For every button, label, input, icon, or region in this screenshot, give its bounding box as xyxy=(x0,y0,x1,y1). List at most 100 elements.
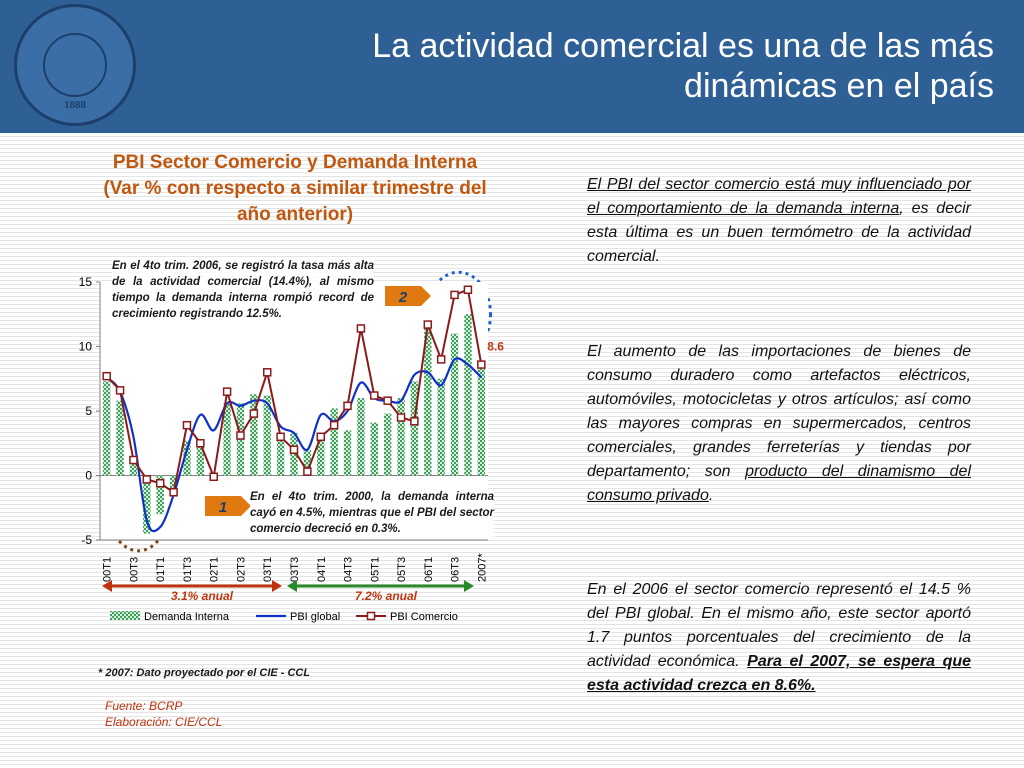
marker-pbi-comercio xyxy=(236,431,245,440)
line-pbi-global xyxy=(105,357,483,533)
bar-demanda-interna xyxy=(397,398,405,476)
marker-pbi-comercio xyxy=(343,401,352,411)
bar-demanda-interna xyxy=(250,394,258,476)
legend-label-demanda-interna: Demanda Interna xyxy=(144,611,230,623)
x-tick-label: 01T3 xyxy=(182,557,194,582)
paragraph-2-end: . xyxy=(708,487,714,504)
legend-swatch-demanda-interna xyxy=(110,611,140,620)
paragraph-2-main: El aumento de las importaciones de biene… xyxy=(587,343,971,480)
seal-year: 1888 xyxy=(64,99,86,111)
x-tick-label: 05T1 xyxy=(369,557,381,582)
chamber-seal-logo: 1888 xyxy=(14,4,136,126)
period-arrow-2 xyxy=(287,580,474,592)
x-tick-label: 03T3 xyxy=(289,557,301,582)
x-tick-label: 04T1 xyxy=(316,557,328,582)
paragraph-1-underlined: El PBI del sector comercio está muy infl… xyxy=(587,176,971,217)
marker-pbi-comercio xyxy=(316,432,326,442)
marker-pbi-comercio xyxy=(410,417,419,426)
badge-1: 1 xyxy=(205,496,251,516)
period-arrow-1 xyxy=(102,580,282,592)
legend-marker-pbi-comercio xyxy=(366,611,376,621)
paragraph-2: El aumento de las importaciones de biene… xyxy=(587,340,971,508)
bar-demanda-interna xyxy=(464,314,472,476)
marker-pbi-comercio xyxy=(209,472,218,482)
bar-demanda-interna xyxy=(276,434,285,476)
annotation-top: En el 4to trim. 2006, se registró la tas… xyxy=(112,258,374,322)
marker-pbi-comercio xyxy=(436,355,446,364)
bar-demanda-interna xyxy=(437,378,445,476)
marker-pbi-comercio xyxy=(450,290,459,300)
y-tick-label: -5 xyxy=(81,533,92,547)
chart-title-line2: (Var % con respecto a similar trimestre … xyxy=(103,178,487,199)
paragraph-1-rest: , es decir esta última es un buen termóm… xyxy=(587,200,971,265)
paragraph-1: El PBI del sector comercio está muy infl… xyxy=(587,173,971,269)
paragraph-3: En el 2006 el sector comercio representó… xyxy=(587,578,971,698)
bar-demanda-interna xyxy=(290,432,298,476)
marker-pbi-comercio xyxy=(129,455,138,465)
elaboration-line: Elaboración: CIE/CCL xyxy=(105,715,223,729)
bar-demanda-interna xyxy=(330,408,338,476)
header-bar: 1888 La actividad comercial es una de la… xyxy=(0,0,1024,133)
annotation-bottom: En el 4to trim. 2000, la demanda interna… xyxy=(250,489,494,537)
x-tick-label: 04T3 xyxy=(343,557,355,582)
y-tick-label: 10 xyxy=(79,340,93,354)
bar-demanda-interna xyxy=(370,422,378,476)
marker-pbi-comercio xyxy=(115,386,125,395)
x-tick-label: 02T3 xyxy=(235,557,247,582)
legend-label-pbi-comercio: PBI Comercio xyxy=(390,611,458,623)
bar-demanda-interna xyxy=(156,475,164,515)
x-tick-label: 03T1 xyxy=(262,557,274,582)
chart-title: PBI Sector Comercio y Demanda Interna (V… xyxy=(60,150,530,228)
marker-pbi-comercio xyxy=(289,445,299,454)
period-1-label: 3.1% anual xyxy=(171,589,234,603)
marker-pbi-comercio xyxy=(169,488,178,497)
bar-demanda-interna xyxy=(383,413,392,476)
paragraph-2-underlined: producto del dinamismo del consumo priva… xyxy=(587,463,971,504)
chart-title-line1: PBI Sector Comercio y Demanda Interna xyxy=(112,152,478,173)
page-title-line1: La actividad comercial es una de las más xyxy=(372,27,994,65)
marker-pbi-comercio xyxy=(249,409,259,418)
chart-footnote: * 2007: Dato proyectado por el CIE - CCL xyxy=(98,667,311,679)
y-tick-label: 5 xyxy=(85,404,92,418)
badge-number: 1 xyxy=(219,499,227,516)
bar-demanda-interna xyxy=(223,403,231,476)
bar-demanda-interna xyxy=(183,440,191,476)
x-tick-label: 00T3 xyxy=(128,557,140,582)
page-title-line2: dinámicas en el país xyxy=(684,67,994,105)
bar-demanda-interna xyxy=(410,381,419,476)
y-tick-label: 0 xyxy=(85,469,92,483)
paragraph-3-bold-underlined: Para el 2007, se espera que esta activid… xyxy=(587,653,972,694)
bar-demanda-interna xyxy=(317,435,325,476)
source-line: Fuente: BCRP xyxy=(105,699,183,713)
marker-pbi-comercio xyxy=(155,478,165,488)
bar-demanda-interna xyxy=(477,363,485,476)
x-tick-label: 06T3 xyxy=(450,557,462,582)
page-title: La actividad comercial es una de las más… xyxy=(194,26,994,106)
legend-label-pbi-global: PBI global xyxy=(290,611,340,623)
x-tick-label: 00T1 xyxy=(102,557,114,582)
x-tick-label: 01T1 xyxy=(155,557,167,582)
bar-demanda-interna xyxy=(343,430,352,476)
y-tick-label: 15 xyxy=(79,275,93,289)
x-tick-label: 05T3 xyxy=(396,557,408,582)
marker-pbi-comercio xyxy=(303,467,312,476)
badge-2: 2 xyxy=(385,286,431,306)
bar-demanda-interna xyxy=(424,325,432,476)
marker-pbi-comercio xyxy=(142,475,152,484)
bar-demanda-interna xyxy=(303,449,312,476)
bar-demanda-interna xyxy=(143,475,151,534)
bar-demanda-interna xyxy=(103,381,111,476)
marker-pbi-comercio xyxy=(477,360,486,369)
paragraph-3-main: En el 2006 el sector comercio representó… xyxy=(587,581,971,670)
marker-pbi-comercio xyxy=(356,324,366,333)
marker-pbi-comercio xyxy=(370,391,379,400)
marker-pbi-comercio xyxy=(182,420,192,430)
value-label-2007: 8.6 xyxy=(487,340,504,354)
marker-pbi-comercio xyxy=(196,439,205,448)
marker-pbi-comercio xyxy=(329,420,339,430)
bar-demanda-interna xyxy=(116,400,124,476)
marker-pbi-comercio xyxy=(463,285,473,294)
marker-pbi-comercio xyxy=(276,432,285,442)
chart-source: Fuente: BCRP Elaboración: CIE/CCL xyxy=(105,698,222,730)
seal-emblem-icon xyxy=(43,33,107,97)
